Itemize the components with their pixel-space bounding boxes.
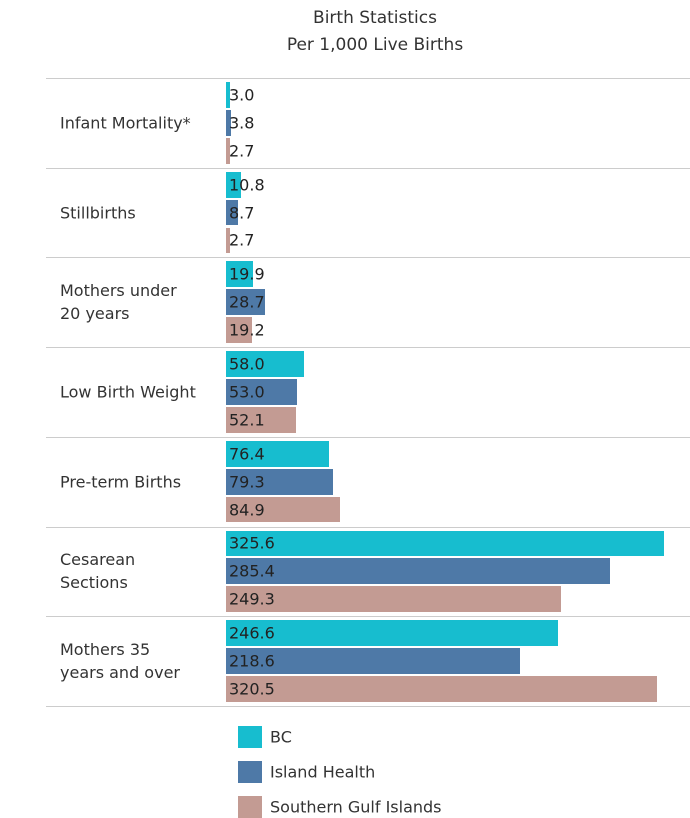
bar <box>226 440 329 467</box>
value-label: 325.6 <box>229 533 275 553</box>
row-separator <box>46 257 690 259</box>
category-label: Pre-term Births <box>60 472 182 492</box>
value-label: 3.8 <box>229 113 255 133</box>
value-label: 2.7 <box>229 230 255 250</box>
row-separator <box>46 436 690 438</box>
category-label: Infant Mortality* <box>60 113 191 133</box>
bar <box>226 261 253 288</box>
legend-label: Southern Gulf Islands <box>270 797 442 817</box>
chart-subtitle: Per 1,000 Live Births <box>286 35 464 55</box>
value-label: 249.3 <box>229 589 275 609</box>
category-label: Stillbirths <box>60 203 136 223</box>
value-label: 8.7 <box>229 203 255 223</box>
category-label: Low Birth Weight <box>60 382 196 402</box>
bar <box>226 586 562 613</box>
bar <box>226 676 658 702</box>
value-label: 19.9 <box>229 264 265 284</box>
bar <box>226 496 341 523</box>
bar <box>226 317 252 344</box>
bar <box>226 171 241 198</box>
value-label: 218.6 <box>229 651 275 671</box>
value-label: 79.3 <box>229 472 265 492</box>
legend-swatch <box>238 796 262 818</box>
row-separator <box>46 78 690 79</box>
row-separator <box>46 616 690 618</box>
legend-label: Island Health <box>270 762 376 782</box>
value-label: 3.0 <box>229 85 255 105</box>
value-label: 10.8 <box>229 175 265 195</box>
bar <box>226 82 231 108</box>
legend-label: BC <box>270 727 292 747</box>
bar <box>226 137 230 164</box>
value-label: 285.4 <box>229 561 275 581</box>
category-label: Mothers 35 years and over <box>60 640 180 683</box>
bar <box>226 227 230 254</box>
category-label: Mothers under 20 years <box>60 281 177 324</box>
bar <box>226 379 298 405</box>
value-label: 2.7 <box>229 141 255 161</box>
bar <box>226 109 232 136</box>
bar <box>226 530 664 557</box>
category-label: Cesarean Sections <box>60 550 136 593</box>
value-label: 76.4 <box>229 444 265 464</box>
bar <box>226 648 521 674</box>
bar <box>226 468 333 495</box>
value-label: 53.0 <box>229 382 265 402</box>
row-separator <box>46 167 690 169</box>
bar <box>226 406 297 433</box>
value-label: 84.9 <box>229 500 265 520</box>
legend-swatch <box>238 761 262 783</box>
row-separator <box>46 347 690 349</box>
chart-title: Birth Statistics <box>313 8 437 28</box>
row-separator <box>46 526 690 528</box>
bar <box>226 620 558 647</box>
value-label: 28.7 <box>229 292 265 312</box>
value-label: 58.0 <box>229 354 265 374</box>
bar <box>226 199 238 226</box>
bar <box>226 558 610 585</box>
value-label: 320.5 <box>229 679 275 699</box>
bar <box>226 289 265 316</box>
value-label: 52.1 <box>229 410 265 430</box>
legend-swatch <box>238 726 262 748</box>
value-label: 19.2 <box>229 320 265 340</box>
row-separator <box>46 705 690 707</box>
bar <box>226 351 305 377</box>
value-label: 246.6 <box>229 623 275 643</box>
